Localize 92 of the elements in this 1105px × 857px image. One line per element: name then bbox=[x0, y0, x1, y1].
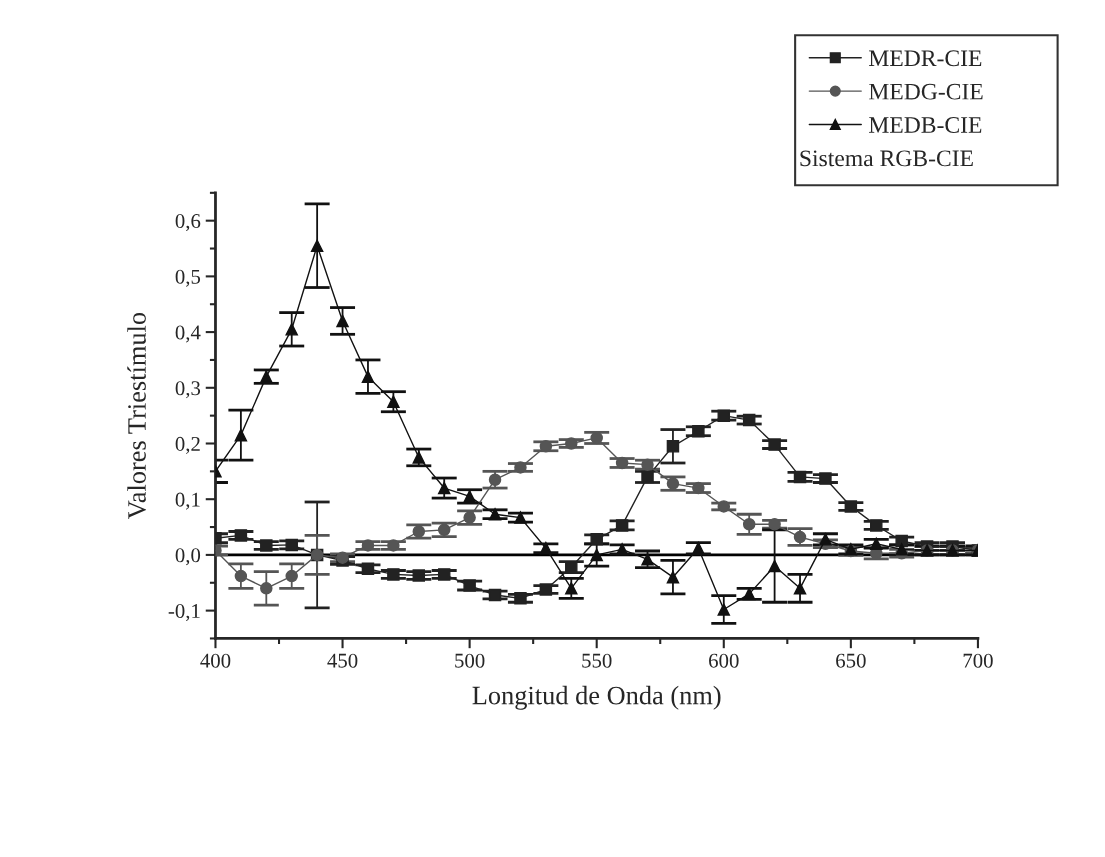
x-axis-title: Longitud de Onda (nm) bbox=[472, 685, 721, 710]
x-tick-label: 450 bbox=[327, 653, 358, 668]
point bbox=[387, 539, 400, 552]
point bbox=[234, 428, 248, 442]
point bbox=[514, 511, 527, 524]
point bbox=[615, 456, 629, 470]
y-axis-title: Valores Triestímulo bbox=[127, 312, 147, 520]
point bbox=[437, 523, 451, 537]
point bbox=[768, 438, 781, 451]
point bbox=[361, 539, 375, 552]
point bbox=[336, 314, 349, 328]
x-tick-label: 650 bbox=[836, 653, 866, 668]
point bbox=[310, 239, 324, 252]
point bbox=[895, 543, 908, 556]
point bbox=[615, 543, 629, 556]
point bbox=[260, 539, 273, 552]
point bbox=[692, 481, 705, 495]
point bbox=[285, 538, 298, 552]
point bbox=[361, 370, 375, 383]
legend-label: MEDB-CIE bbox=[869, 117, 982, 133]
point bbox=[565, 582, 578, 595]
point bbox=[260, 370, 273, 383]
x-tick-label: 600 bbox=[709, 653, 739, 668]
y-tick-label: -0,1 bbox=[168, 603, 200, 622]
point bbox=[539, 583, 553, 596]
legend-label: MEDR-CIE bbox=[869, 50, 982, 67]
point bbox=[666, 440, 680, 453]
point bbox=[514, 461, 527, 474]
point bbox=[793, 582, 807, 595]
point bbox=[717, 409, 731, 422]
y-tick-label: 0,3 bbox=[175, 381, 201, 399]
point bbox=[565, 437, 578, 450]
point bbox=[387, 568, 400, 581]
point bbox=[590, 533, 603, 546]
point bbox=[692, 541, 705, 555]
point bbox=[742, 587, 756, 601]
x-tick-label: 550 bbox=[582, 653, 612, 668]
point bbox=[463, 579, 476, 592]
point bbox=[412, 525, 426, 538]
y-tick-label: 0,0 bbox=[175, 548, 201, 566]
point bbox=[793, 530, 807, 544]
point bbox=[768, 559, 781, 573]
y-tick-label: 0,6 bbox=[175, 214, 201, 232]
point bbox=[539, 440, 553, 453]
point bbox=[260, 582, 273, 595]
point bbox=[692, 424, 705, 438]
x-tick-label: 400 bbox=[200, 653, 231, 668]
y-tick-label: 0,4 bbox=[175, 325, 201, 343]
point bbox=[234, 569, 248, 583]
point bbox=[666, 477, 680, 490]
point bbox=[412, 569, 426, 582]
point bbox=[870, 537, 883, 551]
point bbox=[819, 533, 832, 546]
y-tick-label: 0,5 bbox=[175, 269, 201, 287]
point bbox=[844, 500, 858, 513]
x-tick-label: 500 bbox=[455, 653, 485, 668]
point bbox=[539, 541, 553, 555]
point bbox=[742, 413, 756, 427]
point bbox=[412, 451, 426, 464]
y-tick-label: 0,2 bbox=[175, 436, 200, 454]
point bbox=[361, 562, 375, 576]
point bbox=[234, 529, 248, 542]
point bbox=[437, 568, 451, 581]
point bbox=[488, 588, 502, 602]
x-tick-label: 700 bbox=[963, 653, 993, 668]
point bbox=[615, 519, 629, 532]
point bbox=[488, 507, 502, 521]
point bbox=[793, 470, 807, 484]
point bbox=[463, 490, 476, 503]
point bbox=[641, 553, 654, 566]
point bbox=[463, 511, 476, 524]
point bbox=[514, 592, 527, 605]
point bbox=[895, 534, 908, 548]
point bbox=[819, 472, 832, 485]
point bbox=[641, 470, 654, 484]
point bbox=[285, 323, 298, 336]
point bbox=[437, 481, 451, 495]
point bbox=[768, 518, 781, 531]
point bbox=[641, 458, 654, 471]
point bbox=[488, 473, 502, 486]
point bbox=[285, 569, 298, 583]
point bbox=[387, 395, 400, 408]
legend-label: MEDG-CIE bbox=[869, 83, 983, 100]
point bbox=[717, 603, 731, 616]
point bbox=[590, 548, 603, 562]
point bbox=[666, 570, 680, 584]
legend-title: Sistema RGB-CIE bbox=[800, 150, 973, 167]
point bbox=[742, 518, 756, 531]
y-tick-label: 0,1 bbox=[175, 492, 200, 510]
point bbox=[870, 519, 883, 532]
point bbox=[590, 431, 603, 445]
point bbox=[717, 500, 731, 513]
